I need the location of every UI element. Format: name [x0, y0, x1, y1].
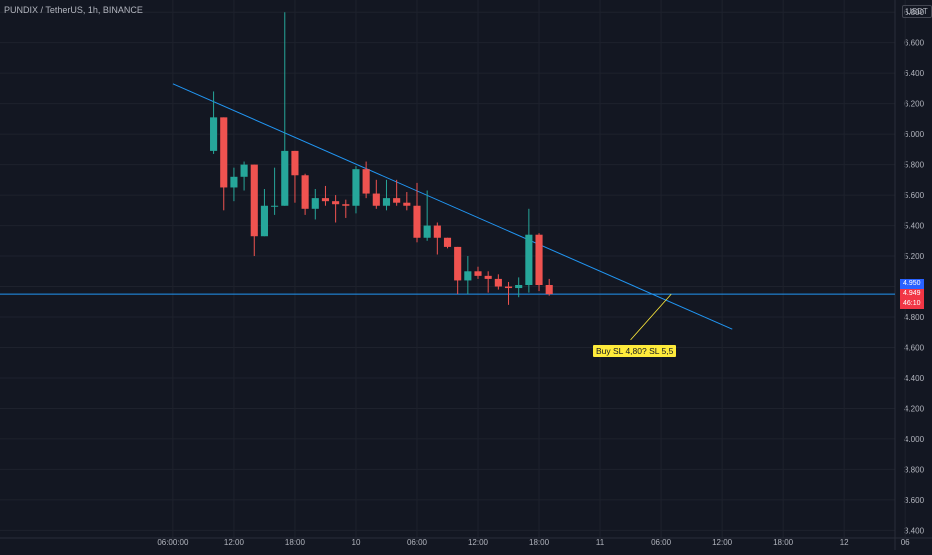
y-tick-label: 6.800 — [904, 8, 925, 17]
x-tick-label: 12:00 — [224, 538, 245, 547]
candle-body-down — [220, 117, 228, 188]
chart-title: PUNDIX / TetherUS, 1h, BINANCE — [4, 5, 143, 15]
y-tick-label: 4.200 — [904, 404, 925, 413]
candle-body-down — [413, 205, 421, 238]
x-tick-label: 18:00 — [529, 538, 550, 547]
x-tick-label: 06:00 — [651, 538, 672, 547]
x-tick-label: 12:00 — [468, 538, 489, 547]
trade-note-label[interactable]: Buy SL 4,80? SL 5,5 — [593, 345, 677, 357]
y-tick-label: 5.800 — [904, 161, 925, 170]
candle-body-up — [382, 198, 391, 206]
y-tick-label: 3.800 — [904, 465, 925, 474]
candle-body-down — [332, 201, 340, 205]
candle-body-down — [454, 246, 462, 281]
candle-body-down — [443, 237, 452, 247]
candle-body-down — [545, 285, 553, 295]
candle-body-down — [372, 193, 380, 206]
y-tick-label: 5.200 — [904, 252, 925, 261]
y-tick-label: 5.400 — [904, 222, 925, 231]
y-tick-label: 4.000 — [904, 435, 925, 444]
current-price-tag: 4.950 — [900, 279, 924, 289]
candle-body-down — [433, 225, 441, 238]
candle-body-down — [342, 204, 350, 206]
candle-body-up — [240, 164, 248, 177]
candle-body-up — [515, 285, 523, 289]
candle-body-down — [250, 164, 258, 237]
last-price-value: 4.949 — [903, 290, 921, 297]
candle-body-down — [494, 278, 502, 287]
candle-body-up — [352, 169, 360, 206]
x-tick-label: 06:00 — [407, 538, 428, 547]
candle-body-down — [484, 275, 492, 279]
currency-unit-badge[interactable]: USDT — [902, 5, 932, 18]
candle-body-down — [393, 198, 401, 203]
candle-countdown: 46:10 — [903, 300, 921, 307]
y-tick-label: 6.000 — [904, 130, 925, 139]
y-tick-label: 6.200 — [904, 100, 925, 109]
y-tick-label: 5.600 — [904, 191, 925, 200]
y-tick-label: 4.600 — [904, 343, 925, 352]
y-tick-label: 4.400 — [904, 374, 925, 383]
candle-body-down — [504, 286, 513, 289]
y-tick-label: 3.400 — [904, 526, 925, 535]
candle-body-up — [271, 205, 279, 207]
x-tick-label: 18:00 — [285, 538, 306, 547]
candle-body-up — [423, 225, 431, 238]
x-tick-label: 10 — [352, 538, 361, 547]
candle-body-down — [291, 150, 299, 176]
y-tick-label: 6.600 — [904, 39, 925, 48]
candle-body-down — [535, 234, 543, 286]
candle-body-up — [281, 150, 289, 206]
x-tick-label: 12:00 — [712, 538, 733, 547]
candle-body-up — [260, 205, 268, 237]
note-pointer-line — [630, 293, 672, 341]
x-tick-label: 11 — [596, 538, 605, 547]
descending-trendline — [172, 83, 733, 330]
y-tick-label: 4.800 — [904, 313, 925, 322]
x-tick-label: 18:00 — [773, 538, 794, 547]
y-tick-label: 6.400 — [904, 69, 925, 78]
candle-body-up — [464, 271, 472, 281]
candle-body-up — [311, 198, 319, 209]
candle-body-up — [230, 176, 238, 188]
candle-body-down — [321, 198, 330, 202]
candle-body-down — [362, 169, 370, 194]
x-tick-label: 06 — [901, 538, 910, 547]
candle-body-down — [403, 202, 411, 206]
candle-body-up — [210, 117, 218, 151]
y-tick-label: 3.600 — [904, 496, 925, 505]
candle-body-down — [474, 271, 482, 276]
candle-body-down — [301, 175, 309, 209]
x-tick-label: 06:00:00 — [157, 538, 189, 547]
last-price-tag: 4.949 46:10 — [900, 289, 924, 309]
x-tick-label: 12 — [840, 538, 849, 547]
candle-body-up — [525, 234, 533, 286]
